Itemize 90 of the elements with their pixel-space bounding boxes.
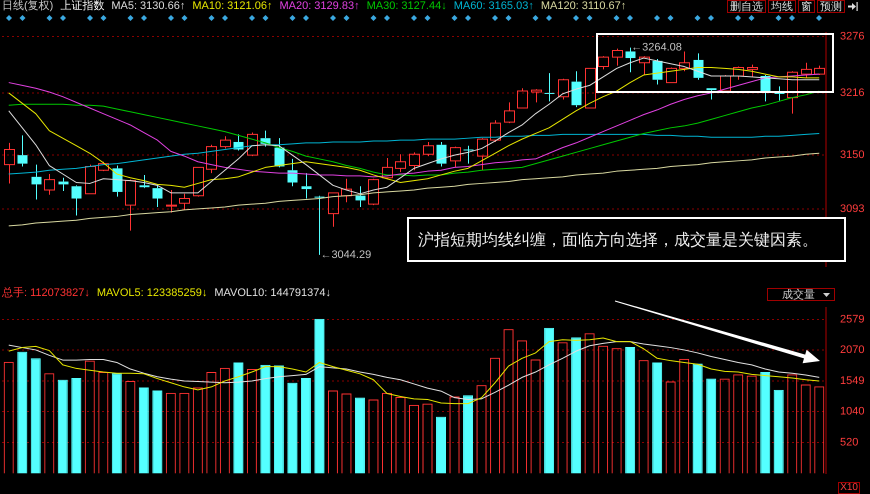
bar <box>625 346 636 474</box>
candlestick <box>32 164 42 200</box>
candlestick <box>274 138 284 168</box>
y-tick-label: 3093 <box>840 202 864 215</box>
candlestick <box>44 174 55 196</box>
bar <box>287 382 298 474</box>
text: MA30: 3127.44↓ <box>366 0 447 13</box>
bar <box>314 318 324 474</box>
bar <box>17 352 28 474</box>
candlestick <box>679 50 690 72</box>
candlestick <box>504 102 515 124</box>
candlestick <box>18 134 28 167</box>
text: MA60: 3165.03↑ <box>454 0 534 13</box>
candlestick <box>356 186 366 208</box>
bar <box>774 390 784 474</box>
candlestick <box>341 178 352 203</box>
candlestick <box>179 193 190 210</box>
candlestick <box>4 142 15 184</box>
chart-title: 上证指数 <box>60 0 104 13</box>
candlestick <box>166 190 177 214</box>
candlestick <box>58 177 68 192</box>
bar <box>300 378 311 474</box>
text: MAVOL10: 144791374↓ <box>214 287 331 300</box>
candlestick <box>382 157 393 180</box>
candlestick <box>436 141 446 167</box>
y-axis-title: X10 <box>838 482 860 494</box>
bar <box>112 373 122 474</box>
y-tick-label: 2579 <box>840 314 864 326</box>
bar <box>30 358 41 474</box>
bar <box>274 365 284 474</box>
bar <box>138 388 149 474</box>
candlestick <box>477 138 488 171</box>
candlestick <box>112 165 122 198</box>
bar <box>152 390 162 474</box>
candlestick <box>328 192 339 228</box>
text: 总手: 112073827↓ <box>2 287 90 300</box>
text: MA10: 3121.06↑ <box>192 0 272 13</box>
text: 均线 <box>768 0 796 13</box>
bar <box>71 378 82 474</box>
candlestick <box>544 72 554 102</box>
bar <box>760 372 770 474</box>
bar <box>354 398 365 474</box>
text: MAVOL5: 123385259↓ <box>96 287 208 300</box>
candlestick <box>314 195 324 256</box>
text: 窗 <box>798 0 815 13</box>
candlestick <box>288 158 298 187</box>
bar <box>544 328 554 474</box>
y-tick-label: 3276 <box>840 30 864 42</box>
text: 删自选 <box>727 0 766 13</box>
candlestick <box>774 86 784 101</box>
annotation: 沪指短期均线纠缠，面临方向选择，成交量是关键因素。 <box>407 217 846 262</box>
candlestick <box>639 56 650 76</box>
bar <box>652 362 662 474</box>
annotation: ←3044.29 <box>320 248 372 261</box>
bar <box>571 337 582 474</box>
bar <box>260 364 270 474</box>
y-tick-label: 1040 <box>840 405 864 418</box>
bar <box>233 362 244 474</box>
text: MA20: 3129.83↑ <box>279 0 360 13</box>
text: 成交量 <box>782 287 815 302</box>
bar <box>58 380 68 474</box>
bar <box>436 416 446 474</box>
candlestick <box>517 88 528 109</box>
bar <box>463 395 474 474</box>
annotation: ←3264.08 <box>631 42 682 54</box>
candlestick <box>706 88 716 100</box>
text: MA120: 3110.67↑ <box>540 0 626 13</box>
candlestick <box>72 184 82 216</box>
candlestick <box>612 48 623 66</box>
text: 预测 <box>817 0 845 13</box>
candlestick <box>152 184 162 208</box>
bar <box>706 378 716 474</box>
candlestick <box>801 62 812 78</box>
candlestick <box>652 58 662 85</box>
candlestick <box>531 88 542 103</box>
chart-subtitle: 日线(复权) <box>2 0 54 13</box>
y-tick-label: 2070 <box>840 344 864 356</box>
candlestick <box>572 70 582 108</box>
candlestick <box>395 154 406 173</box>
y-tick-label: 3216 <box>840 86 864 99</box>
bar <box>692 364 703 474</box>
text: MA5: 3130.66↑ <box>111 0 186 13</box>
y-tick-label: 3150 <box>840 149 864 162</box>
candlestick <box>787 70 798 114</box>
y-tick-label: 1549 <box>840 375 864 388</box>
y-tick-label: 520 <box>840 436 858 448</box>
candlestick <box>125 180 136 232</box>
candlestick <box>747 64 758 78</box>
candlestick <box>464 145 474 164</box>
candlestick <box>626 47 636 73</box>
